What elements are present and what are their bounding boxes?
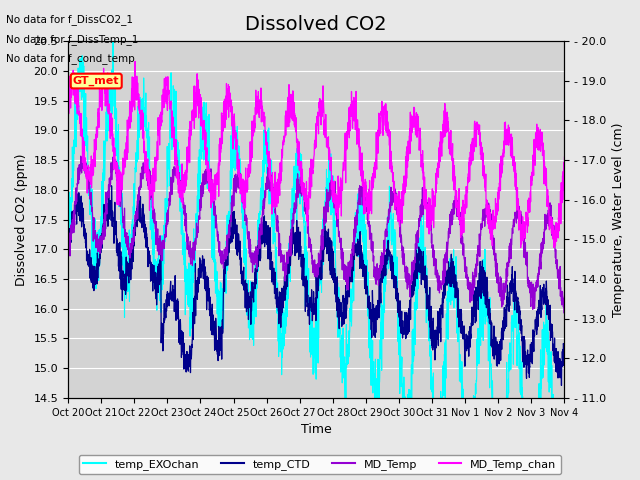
MD_Temp — [465, 284, 473, 289]
temp_CTD — [557, 383, 565, 388]
MD_Temp_chan — [114, 175, 122, 180]
MD_Temp — [114, 176, 122, 181]
Line: MD_Temp_chan: MD_Temp_chan — [68, 61, 564, 248]
MD_Temp — [493, 280, 501, 286]
Y-axis label: Dissolved CO2 (ppm): Dissolved CO2 (ppm) — [15, 153, 28, 286]
MD_Temp — [346, 270, 354, 276]
temp_EXOchan — [346, 328, 354, 334]
Text: No data for f_DissTemp_1: No data for f_DissTemp_1 — [6, 34, 139, 45]
MD_Temp — [80, 150, 88, 156]
temp_CTD — [561, 345, 568, 350]
temp_EXOchan — [114, 144, 122, 150]
temp_CTD — [554, 366, 561, 372]
MD_Temp_chan — [550, 245, 557, 251]
temp_CTD — [114, 251, 122, 256]
temp_CTD — [64, 234, 72, 240]
temp_EXOchan — [109, 22, 117, 27]
Line: temp_EXOchan: temp_EXOchan — [68, 24, 564, 480]
temp_CTD — [108, 183, 115, 189]
MD_Temp_chan — [64, 111, 72, 117]
Text: No data for f_DissCO2_1: No data for f_DissCO2_1 — [6, 14, 133, 25]
Line: temp_CTD: temp_CTD — [68, 186, 564, 385]
MD_Temp_chan — [131, 59, 139, 64]
MD_Temp — [561, 310, 568, 316]
temp_CTD — [465, 337, 473, 343]
MD_Temp_chan — [221, 125, 228, 131]
Legend: temp_EXOchan, temp_CTD, MD_Temp, MD_Temp_chan: temp_EXOchan, temp_CTD, MD_Temp, MD_Temp… — [79, 455, 561, 474]
temp_CTD — [493, 359, 501, 365]
MD_Temp — [561, 290, 568, 296]
Text: GT_met: GT_met — [73, 76, 120, 86]
MD_Temp_chan — [554, 224, 562, 230]
MD_Temp — [554, 275, 561, 281]
temp_EXOchan — [221, 286, 228, 292]
MD_Temp — [221, 255, 228, 261]
temp_CTD — [221, 259, 228, 265]
temp_EXOchan — [64, 223, 72, 229]
Y-axis label: Temperature, Water Level (cm): Temperature, Water Level (cm) — [612, 122, 625, 317]
Line: MD_Temp: MD_Temp — [68, 153, 564, 313]
temp_CTD — [346, 276, 354, 282]
X-axis label: Time: Time — [301, 423, 332, 436]
MD_Temp — [64, 236, 72, 242]
temp_EXOchan — [465, 444, 473, 450]
MD_Temp_chan — [561, 155, 568, 160]
Title: Dissolved CO2: Dissolved CO2 — [245, 15, 387, 34]
MD_Temp_chan — [465, 155, 473, 160]
MD_Temp_chan — [346, 126, 354, 132]
Text: No data for f_cond_temp: No data for f_cond_temp — [6, 53, 135, 64]
MD_Temp_chan — [493, 204, 501, 210]
temp_EXOchan — [493, 450, 501, 456]
